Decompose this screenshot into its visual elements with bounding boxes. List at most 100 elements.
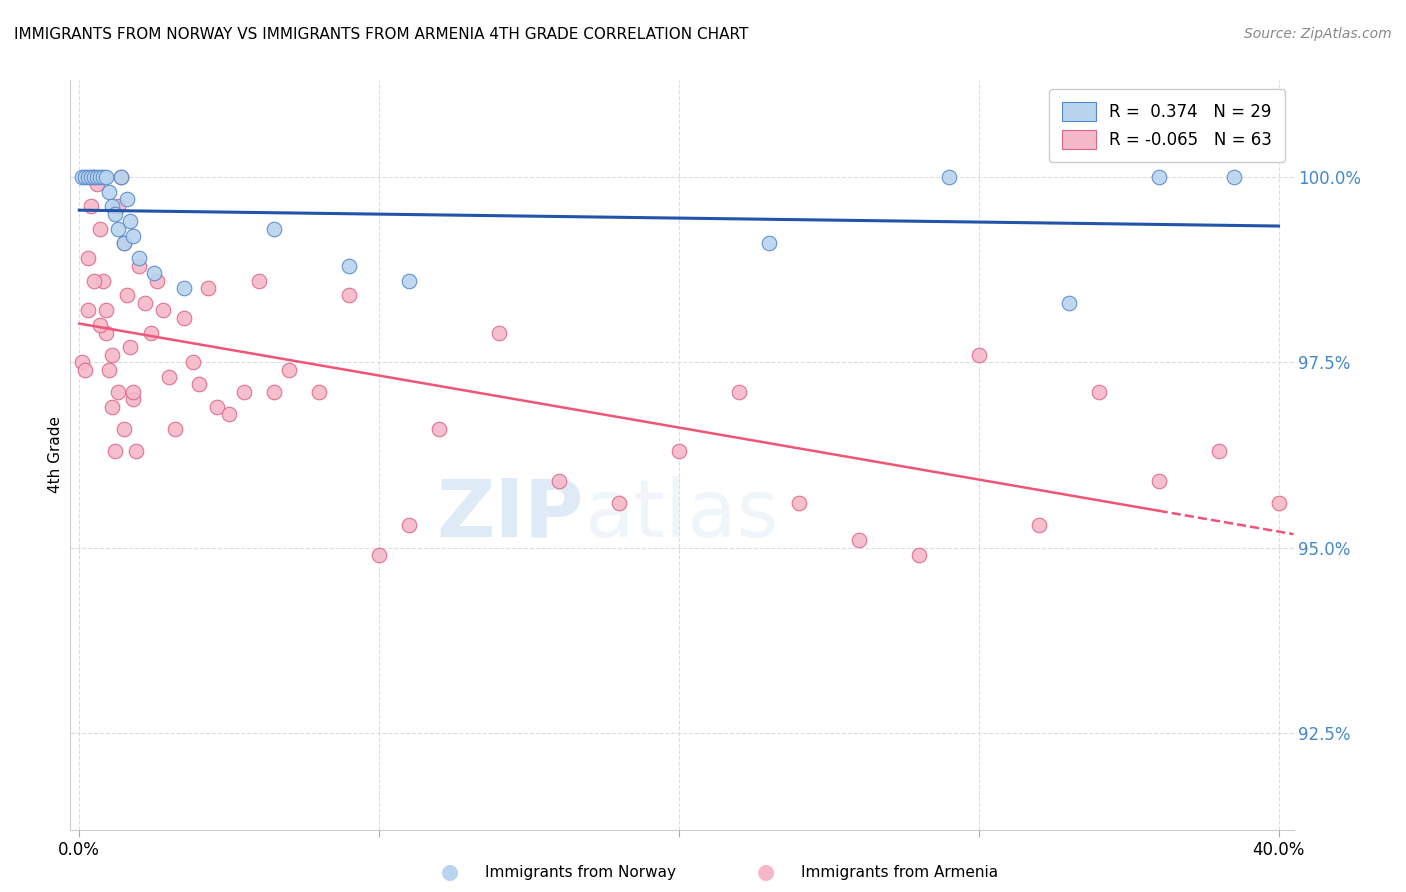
Point: [104, 444, 127, 458]
Point: [247, 274, 270, 288]
Point: [72, 169, 94, 184]
Point: [91, 169, 114, 184]
Point: [104, 207, 127, 221]
Point: [368, 548, 391, 562]
Point: [117, 192, 139, 206]
Point: [848, 533, 870, 548]
Point: [112, 236, 135, 251]
Point: [157, 370, 180, 384]
Point: [548, 474, 571, 488]
Point: [101, 199, 124, 213]
Point: [96, 326, 118, 340]
Point: [787, 496, 810, 510]
Point: [120, 340, 142, 354]
Text: ZIP: ZIP: [437, 475, 583, 554]
Point: [101, 400, 124, 414]
Point: [86, 177, 108, 191]
Point: [337, 259, 360, 273]
Point: [967, 348, 990, 362]
Point: [89, 169, 111, 184]
Text: ●: ●: [758, 863, 775, 882]
Point: [101, 348, 124, 362]
Text: Immigrants from Armenia: Immigrants from Armenia: [801, 865, 998, 880]
Point: [89, 221, 111, 235]
Point: [278, 362, 301, 376]
Text: atlas: atlas: [583, 475, 779, 554]
Point: [427, 422, 450, 436]
Point: [146, 274, 169, 288]
Point: [80, 199, 103, 213]
Point: [233, 384, 256, 399]
Point: [188, 377, 211, 392]
Text: Immigrants from Norway: Immigrants from Norway: [485, 865, 676, 880]
Point: [91, 274, 114, 288]
Point: [98, 185, 121, 199]
Point: [77, 169, 100, 184]
Point: [607, 496, 630, 510]
Point: [398, 274, 420, 288]
Point: [173, 281, 195, 295]
Point: [165, 422, 187, 436]
Point: [143, 266, 166, 280]
Point: [77, 303, 100, 318]
Point: [110, 169, 132, 184]
Point: [1267, 496, 1289, 510]
Point: [125, 444, 148, 458]
Point: [218, 407, 240, 421]
Point: [117, 288, 139, 302]
Point: [112, 236, 135, 251]
Point: [72, 355, 94, 369]
Point: [1028, 518, 1050, 533]
Point: [83, 169, 105, 184]
Point: [263, 384, 285, 399]
Point: [1087, 384, 1109, 399]
Point: [173, 310, 195, 325]
Point: [1147, 169, 1170, 184]
Point: [83, 169, 105, 184]
Point: [122, 229, 145, 244]
Point: [1057, 296, 1080, 310]
Point: [128, 252, 150, 266]
Point: [107, 221, 129, 235]
Point: [120, 214, 142, 228]
Point: [668, 444, 690, 458]
Point: [110, 169, 132, 184]
Point: [89, 318, 111, 332]
Point: [1208, 444, 1230, 458]
Point: [122, 392, 145, 407]
Text: IMMIGRANTS FROM NORWAY VS IMMIGRANTS FROM ARMENIA 4TH GRADE CORRELATION CHART: IMMIGRANTS FROM NORWAY VS IMMIGRANTS FRO…: [14, 27, 748, 42]
Point: [181, 355, 204, 369]
Point: [398, 518, 420, 533]
Point: [337, 288, 360, 302]
Point: [263, 221, 285, 235]
Legend: R =  0.374   N = 29, R = -0.065   N = 63: R = 0.374 N = 29, R = -0.065 N = 63: [1049, 88, 1285, 162]
Point: [112, 422, 135, 436]
Point: [907, 548, 929, 562]
Y-axis label: 4th Grade: 4th Grade: [48, 417, 63, 493]
Point: [205, 400, 228, 414]
Point: [128, 259, 150, 273]
Point: [75, 169, 97, 184]
Point: [98, 362, 121, 376]
Point: [75, 362, 97, 376]
Point: [134, 296, 156, 310]
Point: [141, 326, 163, 340]
Point: [488, 326, 510, 340]
Text: ●: ●: [441, 863, 458, 882]
Point: [96, 303, 118, 318]
Point: [80, 169, 103, 184]
Point: [197, 281, 219, 295]
Point: [96, 169, 118, 184]
Point: [1222, 169, 1244, 184]
Point: [1147, 474, 1170, 488]
Point: [83, 274, 105, 288]
Point: [86, 169, 108, 184]
Point: [758, 236, 780, 251]
Text: Source: ZipAtlas.com: Source: ZipAtlas.com: [1244, 27, 1392, 41]
Point: [728, 384, 751, 399]
Point: [122, 384, 145, 399]
Point: [152, 303, 174, 318]
Point: [308, 384, 330, 399]
Point: [77, 252, 100, 266]
Point: [938, 169, 960, 184]
